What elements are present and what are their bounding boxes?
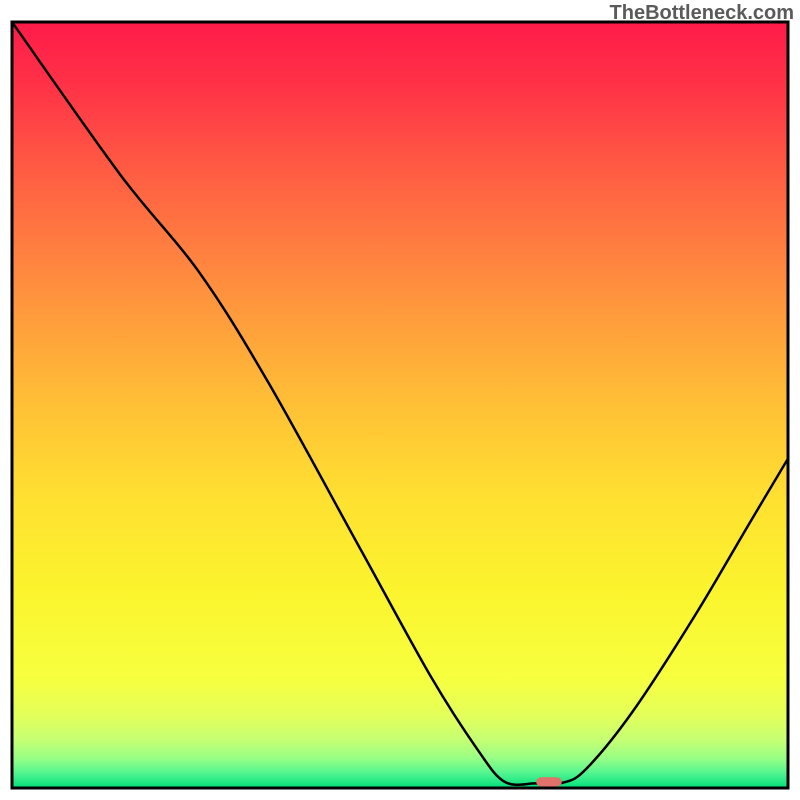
bottleneck-chart xyxy=(0,0,800,800)
watermark-text: TheBottleneck.com xyxy=(610,2,794,25)
gradient-background xyxy=(12,22,788,788)
chart-container: TheBottleneck.com xyxy=(0,0,800,800)
optimal-marker xyxy=(536,777,562,786)
